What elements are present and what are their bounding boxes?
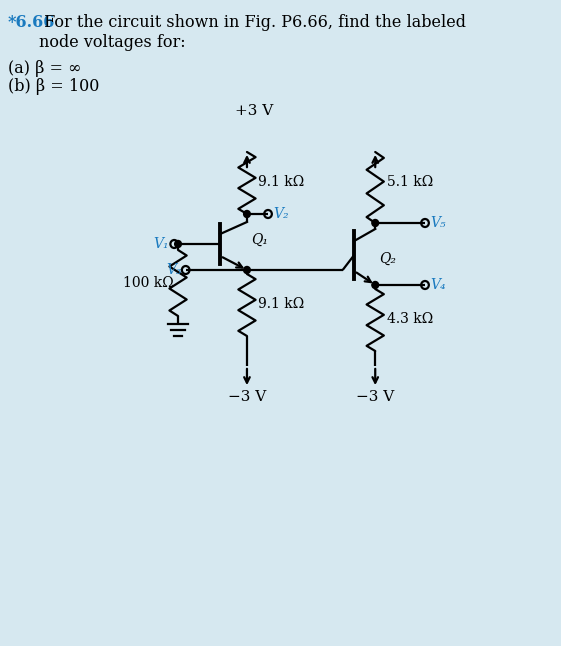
Text: V₃: V₃ — [166, 263, 182, 277]
Text: V₁: V₁ — [153, 237, 168, 251]
Text: 100 kΩ: 100 kΩ — [122, 276, 173, 290]
Text: V₂: V₂ — [274, 207, 289, 221]
Text: V₄: V₄ — [431, 278, 447, 292]
Text: For the circuit shown in Fig. P6.66, find the labeled
node voltages for:: For the circuit shown in Fig. P6.66, fin… — [39, 14, 466, 50]
Text: (b) β = 100: (b) β = 100 — [8, 78, 99, 95]
Text: +3 V: +3 V — [236, 104, 274, 118]
Circle shape — [174, 240, 181, 247]
Text: 9.1 kΩ: 9.1 kΩ — [259, 175, 305, 189]
Text: *6.66: *6.66 — [8, 14, 55, 31]
Text: (a) β = ∞: (a) β = ∞ — [8, 60, 81, 77]
Text: Q₁: Q₁ — [251, 233, 268, 247]
Text: 5.1 kΩ: 5.1 kΩ — [387, 175, 433, 189]
Text: 4.3 kΩ: 4.3 kΩ — [387, 312, 433, 326]
Text: 9.1 kΩ: 9.1 kΩ — [259, 297, 305, 311]
Text: V₅: V₅ — [431, 216, 447, 230]
Circle shape — [243, 211, 250, 218]
Text: −3 V: −3 V — [356, 390, 394, 404]
Circle shape — [372, 220, 379, 227]
Text: −3 V: −3 V — [228, 390, 266, 404]
Text: Q₂: Q₂ — [379, 252, 396, 266]
Circle shape — [243, 267, 250, 273]
Circle shape — [372, 282, 379, 289]
